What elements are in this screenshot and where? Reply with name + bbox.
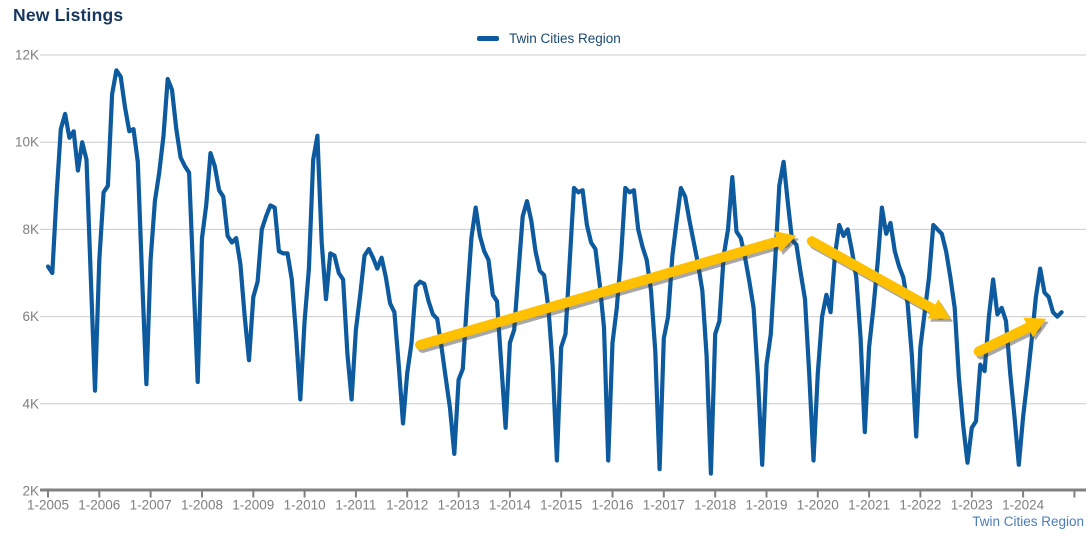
x-axis-label: 1-2016 xyxy=(591,498,633,513)
uptrend-2023-2024-body xyxy=(973,319,1039,357)
y-axis-label: 4K xyxy=(22,396,39,411)
series-line[interactable] xyxy=(45,68,1064,476)
x-axis-label: 1-2022 xyxy=(899,498,941,513)
uptrend-2012-2019 xyxy=(415,230,799,353)
x-axis-label: 1-2005 xyxy=(27,498,69,513)
downtrend-2020-2022-body xyxy=(806,236,944,317)
x-axis-label: 1-2010 xyxy=(284,498,326,513)
downtrend-2020-2022-body-head xyxy=(927,299,951,319)
y-axis-labels: 2K 4K 6K 8K 10K 12K xyxy=(15,48,39,499)
legend: Twin Cities Region xyxy=(477,31,621,46)
x-axis-label: 1-2011 xyxy=(335,498,376,513)
x-axis-labels: 1-2005 1-2006 1-2007 1-2008 1-2009 1-2010 1-20… xyxy=(27,498,1045,513)
x-axis-label: 1-2006 xyxy=(78,498,120,513)
uptrend-2023-2024-body-head xyxy=(1023,317,1047,338)
x-axis-ticks xyxy=(47,490,1076,498)
trend-arrows xyxy=(415,230,1049,360)
uptrend-2012-2019-body xyxy=(415,234,788,350)
x-axis-label: 1-2018 xyxy=(694,498,736,513)
x-axis-label: 1-2021 xyxy=(848,498,890,513)
x-axis-label: 1-2008 xyxy=(181,498,223,513)
downtrend-2020-2022 xyxy=(806,236,953,322)
y-axis-label: 6K xyxy=(22,309,39,324)
x-axis-label: 1-2015 xyxy=(540,498,582,513)
legend-series-label: Twin Cities Region xyxy=(509,31,621,46)
y-axis-label: 2K xyxy=(22,484,39,499)
y-axis-label: 10K xyxy=(15,135,39,150)
chart-title: New Listings xyxy=(13,5,124,25)
x-axis-label: 1-2019 xyxy=(745,498,787,513)
y-axis-label: 12K xyxy=(15,48,39,63)
x-axis-label: 1-2020 xyxy=(797,498,839,513)
x-axis-label: 1-2009 xyxy=(232,498,274,513)
x-axis-label: 1-2013 xyxy=(438,498,480,513)
x-axis-label: 1-2017 xyxy=(643,498,685,513)
x-axis-label: 1-2012 xyxy=(386,498,428,513)
x-axis-label: 1-2007 xyxy=(130,498,172,513)
y-axis-label: 8K xyxy=(22,222,39,237)
legend-line-marker-icon xyxy=(477,36,499,41)
series-footer-label: Twin Cities Region xyxy=(972,514,1084,529)
uptrend-2023-2024 xyxy=(973,317,1049,360)
x-axis-label: 1-2023 xyxy=(951,498,993,513)
x-axis-label: 1-2024 xyxy=(1002,498,1045,513)
x-axis-label: 1-2014 xyxy=(489,498,532,513)
uptrend-2012-2019-body-head xyxy=(774,230,797,253)
gridlines xyxy=(40,54,1086,405)
